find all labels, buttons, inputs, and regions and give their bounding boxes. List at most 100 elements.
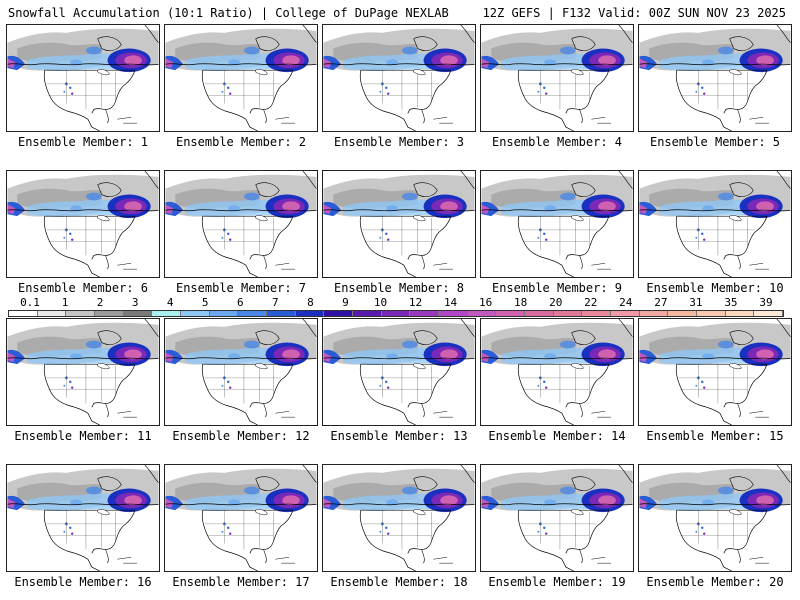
ensemble-member-label: Ensemble Member: 20 [646, 575, 784, 589]
ensemble-map-panel [638, 170, 792, 278]
colorbar-tick-label: 10 [373, 296, 388, 309]
snowfall-map [481, 25, 633, 131]
snowfall-map [323, 319, 475, 425]
ensemble-member-label: Ensemble Member: 4 [491, 135, 623, 149]
ensemble-member-label: Ensemble Member: 10 [646, 281, 784, 295]
ensemble-map-panel [6, 24, 160, 132]
colorbar-swatch [410, 311, 440, 316]
colorbar-swatch [209, 311, 239, 316]
colorbar-swatch [9, 311, 38, 316]
ensemble-member-label: Ensemble Member: 11 [14, 429, 152, 443]
ensemble-member-label: Ensemble Member: 16 [14, 575, 152, 589]
colorbar-swatch [324, 311, 354, 316]
colorbar-tick-label: 35 [724, 296, 738, 309]
ensemble-map-panel [638, 464, 792, 572]
ensemble-map-panel [322, 318, 476, 426]
ensemble-member-label: Ensemble Member: 9 [491, 281, 623, 295]
snowfall-map [323, 465, 475, 571]
map-title: Snowfall Accumulation (10:1 Ratio) | Col… [8, 6, 449, 20]
colorbar-swatch [496, 311, 526, 316]
colorbar-tick-label: 27 [654, 296, 668, 309]
colorbar-tick-label: 18 [514, 296, 528, 309]
colorbar-tick-label: 5 [201, 296, 209, 309]
colorbar-swatch [37, 311, 67, 316]
colorbar-swatch [439, 311, 468, 316]
colorbar-tick-label: 0.1 [20, 296, 40, 309]
ensemble-member-label: Ensemble Member: 13 [330, 429, 468, 443]
colorbar-swatch [754, 311, 784, 316]
ensemble-map-panel [164, 318, 318, 426]
colorbar-swatch [639, 311, 669, 316]
snowfall-map [323, 25, 475, 131]
ensemble-map-panel [322, 170, 476, 278]
ensemble-member-label: Ensemble Member: 6 [17, 281, 149, 295]
ensemble-map-panel [480, 464, 634, 572]
snowfall-map [165, 25, 317, 131]
colorbar-swatch [353, 311, 382, 316]
colorbar-swatch [668, 311, 698, 316]
colorbar-tick-label: 8 [307, 296, 314, 309]
ensemble-member-label: Ensemble Member: 19 [488, 575, 626, 589]
ensemble-member-label: Ensemble Member: 18 [330, 575, 468, 589]
snowfall-map [165, 465, 317, 571]
ensemble-map-panel [6, 464, 160, 572]
snowfall-map [323, 171, 475, 277]
colorbar-tick-label: 3 [131, 296, 139, 309]
colorbar-swatch [95, 311, 124, 316]
colorbar-tick-label: 14 [443, 296, 458, 309]
ensemble-member-label: Ensemble Member: 3 [333, 135, 465, 149]
ensemble-member-label: Ensemble Member: 7 [175, 281, 307, 295]
colorbar-swatch [123, 311, 153, 316]
colorbar-swatch [725, 311, 755, 316]
ensemble-map-panel [480, 24, 634, 132]
colorbar-swatch [467, 311, 497, 316]
ensemble-map-panel [6, 318, 160, 426]
colorbar-tick-label: 9 [342, 296, 349, 309]
colorbar-swatch [381, 311, 411, 316]
ensemble-member-label: Ensemble Member: 5 [649, 135, 781, 149]
colorbar-tick-label: 16 [478, 296, 493, 309]
colorbar-swatch [611, 311, 640, 316]
ensemble-member-label: Ensemble Member: 14 [488, 429, 626, 443]
ensemble-member-label: Ensemble Member: 2 [175, 135, 307, 149]
colorbar [8, 310, 784, 317]
snowfall-map [639, 25, 791, 131]
ensemble-map-panel [322, 24, 476, 132]
colorbar-swatch [152, 311, 182, 316]
colorbar-swatch [553, 311, 583, 316]
colorbar-swatch [267, 311, 296, 316]
colorbar-swatch [525, 311, 554, 316]
snowfall-map [639, 171, 791, 277]
colorbar-swatch [697, 311, 726, 316]
snowfall-map [639, 465, 791, 571]
ensemble-member-label: Ensemble Member: 8 [333, 281, 465, 295]
run-info: 12Z GEFS | F132 Valid: 00Z SUN NOV 23 20… [482, 6, 786, 20]
colorbar-swatch [295, 311, 325, 316]
ensemble-map-panel [322, 464, 476, 572]
snowfall-map [165, 171, 317, 277]
ensemble-map-panel [164, 170, 318, 278]
snowfall-map [7, 465, 159, 571]
colorbar-swatch [66, 311, 96, 316]
colorbar-tick-label: 1 [61, 296, 69, 309]
ensemble-member-label: Ensemble Member: 17 [172, 575, 310, 589]
ensemble-map-panel [638, 318, 792, 426]
snowfall-map [481, 319, 633, 425]
snowfall-map [7, 319, 159, 425]
ensemble-member-label: Ensemble Member: 15 [646, 429, 784, 443]
ensemble-member-label: Ensemble Member: 12 [172, 429, 310, 443]
snowfall-map [7, 171, 159, 277]
colorbar-tick-label: 24 [619, 296, 633, 309]
ensemble-map-panel [164, 24, 318, 132]
colorbar-tick-label: 2 [96, 296, 104, 309]
ensemble-map-panel [480, 318, 634, 426]
colorbar-swatch [582, 311, 612, 316]
ensemble-map-panel [6, 170, 160, 278]
colorbar-swatch [238, 311, 268, 316]
colorbar-tick-label: 12 [408, 296, 423, 309]
colorbar-tick-label: 39 [759, 296, 773, 309]
colorbar-tick-label: 6 [236, 296, 244, 309]
snowfall-map [165, 319, 317, 425]
snowfall-map [481, 171, 633, 277]
colorbar-swatch [181, 311, 210, 316]
